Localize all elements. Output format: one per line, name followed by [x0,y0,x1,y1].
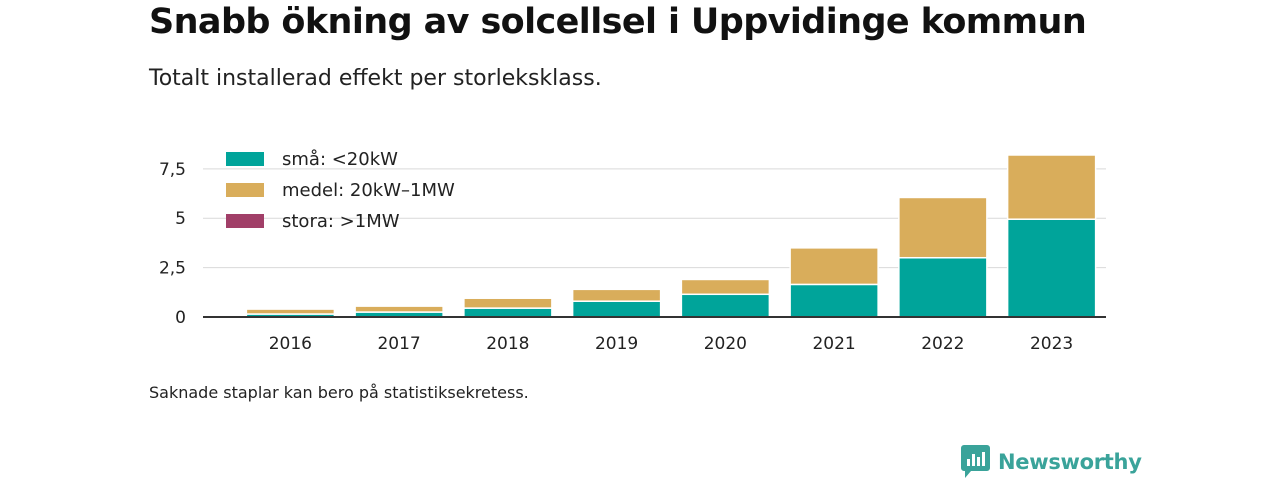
y-tick-label: 5 [175,209,186,229]
legend-swatch [226,214,264,228]
bar-segment [898,256,988,318]
x-tick-label: 2023 [1030,334,1073,354]
brand-logo: Newsworthy [961,445,1142,478]
bar-segment [571,300,662,318]
brand-name: Newsworthy [998,449,1142,474]
x-tick-label: 2019 [595,334,638,354]
legend-swatch [226,152,264,166]
stacked-bar-chart: 0 2,5 5 7,5 2016 2017 2018 2019 2020 2021 2022 2023… [159,149,1106,354]
bar-segment [1006,154,1097,220]
bar-segment [680,278,771,296]
x-tick-label: 2020 [704,334,747,354]
axes: 0 2,5 5 7,5 2016 2017 2018 2019 2020 2021 2022 2023 [159,160,1106,354]
bar-segment [245,308,336,315]
chart-subtitle: Totalt installerad effekt per storlekskl… [149,66,602,91]
y-tick-label: 2,5 [159,259,186,279]
x-tick-label: 2021 [812,334,855,354]
legend-swatch [226,183,264,197]
x-tick-label: 2018 [486,334,529,354]
bars [245,154,1097,318]
chart-title: Snabb ökning av solcellsel i Uppvidinge … [149,2,1087,42]
bar-segment [1006,218,1097,318]
x-tick-label: 2016 [269,334,312,354]
footnote: Saknade staplar kan bero på statistiksek… [149,383,529,402]
bar-segment [789,247,879,286]
bar-segment [898,196,988,259]
bar-segment [463,307,553,318]
newsworthy-logo-icon [961,445,990,478]
legend-label: små: <20kW [282,149,398,170]
y-tick-label: 7,5 [159,160,186,180]
legend-label: medel: 20kW–1MW [282,180,455,201]
x-tick-label: 2022 [921,334,964,354]
bar-segment [463,297,553,309]
bar-segment [680,293,771,318]
x-tick-label: 2017 [377,334,420,354]
y-tick-label: 0 [175,308,186,328]
legend-label: stora: >1MW [282,211,400,232]
bar-segment [354,305,444,313]
bar-segment [789,283,879,318]
bar-segment [571,288,662,302]
legend: små: <20kW medel: 20kW–1MW stora: >1MW [226,149,455,232]
